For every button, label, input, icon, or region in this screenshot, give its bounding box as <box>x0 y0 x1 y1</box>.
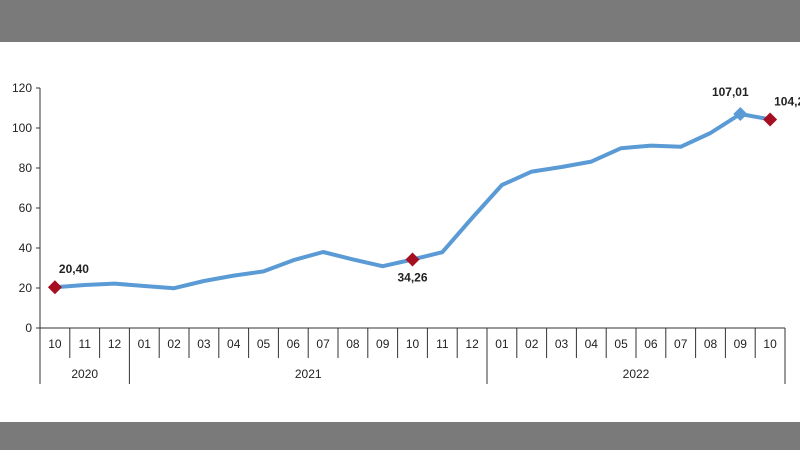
data-marker-diamond <box>405 252 420 267</box>
x-tick-label: 05 <box>614 337 628 351</box>
data-label: 107,01 <box>712 85 749 99</box>
x-tick-label: 07 <box>674 337 688 351</box>
x-tick-label: 12 <box>108 337 122 351</box>
y-tick-label: 20 <box>19 281 33 295</box>
x-tick-label: 11 <box>78 337 91 351</box>
x-tick-label: 01 <box>138 337 152 351</box>
y-axis-ticks: 0 20 40 60 80 100 120 <box>12 81 40 335</box>
x-tick-label: 11 <box>436 337 449 351</box>
x-axis-ticks: 10 11 12 01 02 03 04 05 06 07 08 09 10 11 12 01 02 03 04 05… <box>39 328 786 384</box>
data-marker-diamond <box>733 106 748 121</box>
x-tick-label: 03 <box>555 337 569 351</box>
data-label: 104,28 <box>774 94 800 108</box>
data-marker-diamond <box>763 112 778 127</box>
chart-panel: 0 20 40 60 80 100 120 10 11 12 01 02 03 04 05 06 07 08 09… <box>0 42 800 422</box>
x-tick-label: 05 <box>257 337 271 351</box>
x-tick-label: 07 <box>316 337 330 351</box>
x-tick-label: 03 <box>197 337 211 351</box>
x-tick-label: 09 <box>734 337 748 351</box>
y-tick-label: 100 <box>12 121 32 135</box>
data-label: 34,26 <box>397 270 427 284</box>
bottom-letterbox <box>0 422 800 450</box>
data-marker-diamond <box>47 280 62 295</box>
year-group-label: 2020 <box>71 367 98 381</box>
axes <box>39 88 785 329</box>
x-tick-label: 08 <box>346 337 360 351</box>
x-tick-label: 10 <box>763 337 777 351</box>
y-tick-label: 0 <box>25 321 32 335</box>
y-tick-label: 80 <box>19 161 33 175</box>
x-tick-label: 09 <box>376 337 390 351</box>
y-tick-label: 120 <box>12 81 32 95</box>
year-group-label: 2022 <box>623 367 650 381</box>
x-tick-label: 10 <box>48 337 62 351</box>
x-tick-label: 08 <box>704 337 718 351</box>
x-tick-label: 02 <box>167 337 181 351</box>
x-tick-label: 10 <box>406 337 420 351</box>
x-tick-label: 06 <box>644 337 658 351</box>
markers-layer: 20,40 34,26 107,01 104,28 <box>47 85 800 295</box>
x-tick-label: 06 <box>287 337 301 351</box>
y-tick-label: 40 <box>19 241 33 255</box>
x-tick-label: 01 <box>495 337 509 351</box>
data-label: 20,40 <box>59 262 89 276</box>
x-tick-label: 12 <box>465 337 479 351</box>
x-tick-label: 04 <box>227 337 241 351</box>
top-letterbox <box>0 0 800 42</box>
x-tick-label: 04 <box>585 337 599 351</box>
x-tick-label: 02 <box>525 337 539 351</box>
y-tick-label: 60 <box>19 201 33 215</box>
year-group-label: 2021 <box>295 367 322 381</box>
